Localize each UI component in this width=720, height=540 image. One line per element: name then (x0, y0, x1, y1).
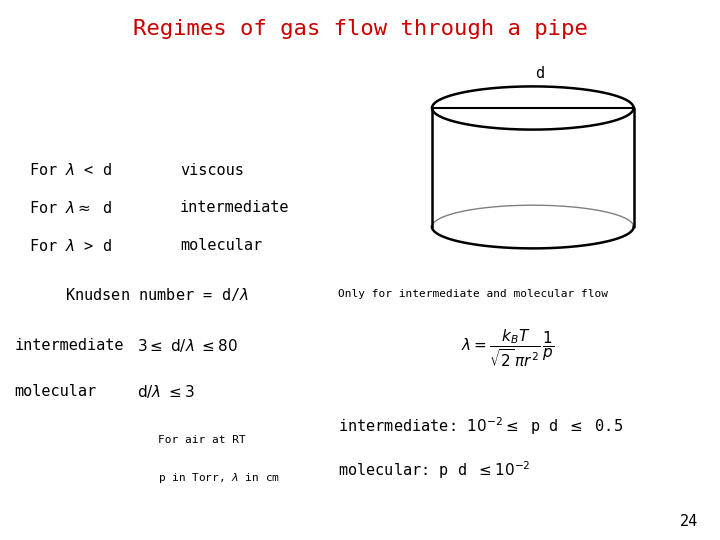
Text: Knudsen number = d/$\lambda$: Knudsen number = d/$\lambda$ (65, 286, 248, 303)
Text: Only for intermediate and molecular flow: Only for intermediate and molecular flow (338, 289, 608, 299)
Text: molecular: molecular (14, 384, 96, 399)
Text: For $\lambda$ < d: For $\lambda$ < d (29, 162, 112, 178)
Text: $3 \leq$ d/$\lambda$ $\leq 80$: $3 \leq$ d/$\lambda$ $\leq 80$ (137, 337, 238, 354)
Text: For air at RT: For air at RT (158, 435, 246, 445)
Text: intermediate: intermediate (14, 338, 124, 353)
Text: For $\lambda \approx$ d: For $\lambda \approx$ d (29, 200, 112, 216)
Text: intermediate: $10^{-2} \leq$ p d $\leq$ 0.5: intermediate: $10^{-2} \leq$ p d $\leq$ … (338, 416, 624, 437)
Text: intermediate: intermediate (180, 200, 289, 215)
Text: p in Torr, $\lambda$ in cm: p in Torr, $\lambda$ in cm (158, 471, 280, 485)
Text: Regimes of gas flow through a pipe: Regimes of gas flow through a pipe (132, 19, 588, 39)
Text: d: d (536, 66, 544, 81)
Text: $\lambda = \dfrac{k_B T}{\sqrt{2}\,\pi r^2}\,\dfrac{1}{p}$: $\lambda = \dfrac{k_B T}{\sqrt{2}\,\pi r… (461, 328, 554, 369)
Text: For $\lambda$ > d: For $\lambda$ > d (29, 238, 112, 254)
Text: 24: 24 (680, 514, 698, 529)
Text: viscous: viscous (180, 163, 244, 178)
Text: molecular: molecular (180, 238, 262, 253)
Text: d/$\lambda$ $\leq 3$: d/$\lambda$ $\leq 3$ (137, 383, 194, 400)
Text: molecular: p d $\leq 10^{-2}$: molecular: p d $\leq 10^{-2}$ (338, 459, 531, 481)
